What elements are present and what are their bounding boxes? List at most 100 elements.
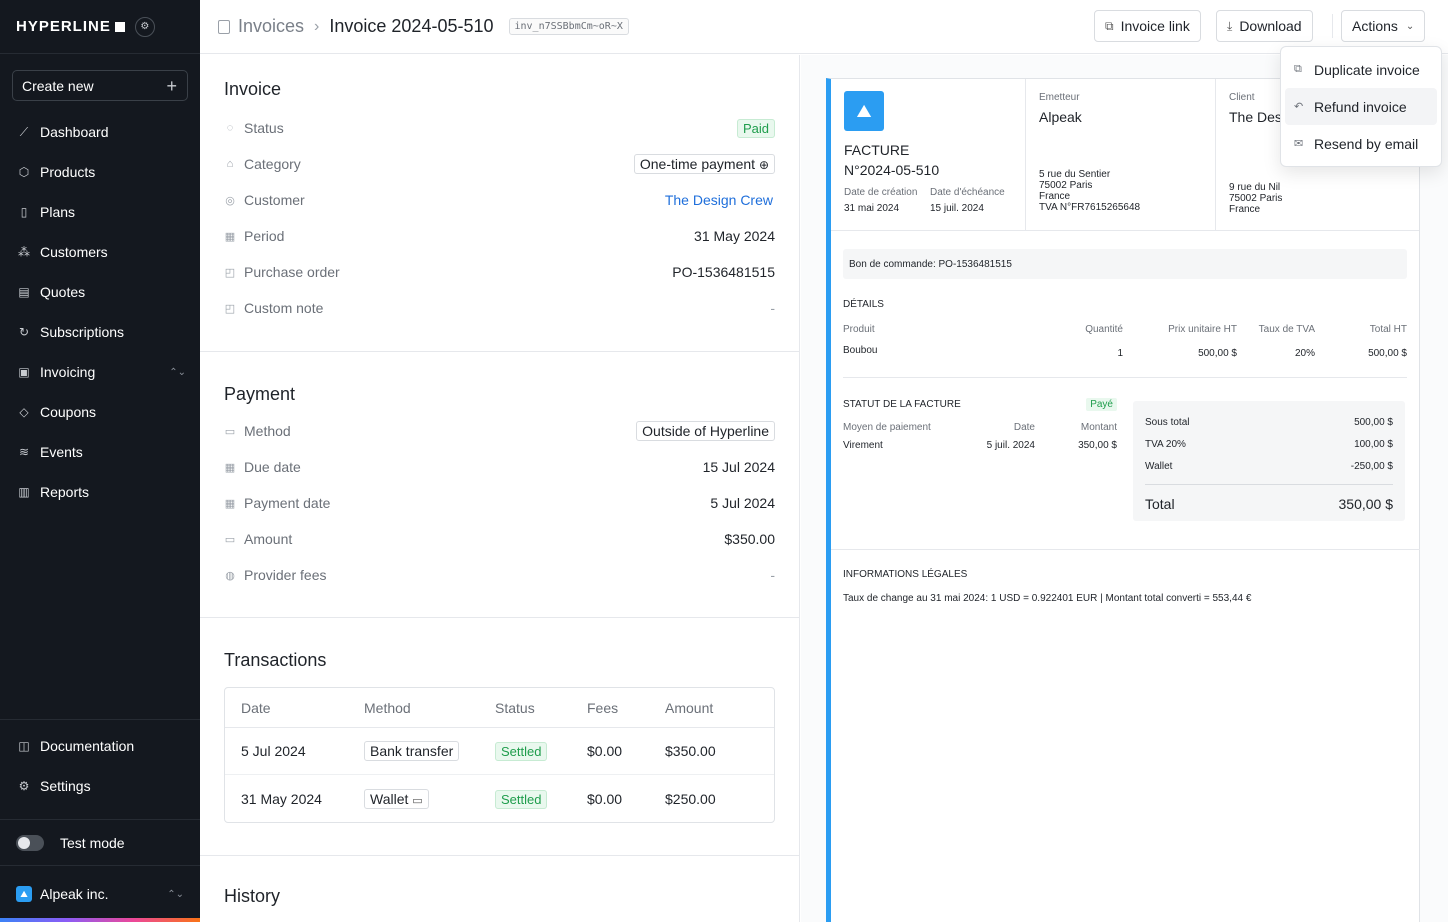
- sidebar-item-coupons[interactable]: ◇ Coupons: [0, 392, 200, 432]
- transaction-method-badge: Wallet ▭: [364, 788, 429, 809]
- invoice-doc-meta: ⛰ FACTURE N°2024-05-510 Date de création…: [831, 79, 1026, 230]
- invoice-preview-pane: ⛰ FACTURE N°2024-05-510 Date de création…: [801, 55, 1448, 922]
- receipt-icon: ▣: [18, 365, 30, 379]
- sidebar-item-subscriptions[interactable]: ↻ Subscriptions: [18, 324, 125, 340]
- legal-text: Taux de change au 31 mai 2024: 1 USD = 0…: [843, 593, 1252, 604]
- header-divider: [1332, 14, 1333, 38]
- refund-invoice-item[interactable]: ↶ Refund invoice: [1285, 88, 1437, 125]
- invoice-details-pane: Invoice ◌ Status Paid ⌂ Category One-time pa…: [200, 55, 800, 922]
- table-row[interactable]: 31 May 2024 Wallet ▭ Settled $0.00 $250.…: [241, 788, 716, 809]
- category-badge[interactable]: One-time payment ⊕: [633, 154, 775, 174]
- payment-section: Payment ▭ Method Outside of Hyperline ▦ Due…: [200, 352, 799, 618]
- folder-icon: ⌂: [226, 158, 234, 170]
- method-row: ▭ Method Outside of Hyperline: [224, 413, 775, 449]
- breadcrumb-invoices[interactable]: Invoices: [238, 16, 305, 36]
- undo-icon: ↶: [1294, 101, 1304, 113]
- status-badge: Settled: [495, 789, 548, 809]
- tag-icon: ◇: [19, 405, 29, 419]
- gear-icon: ⚙: [18, 779, 30, 793]
- details-header: Produit Quantité Prix unitaire HT Taux d…: [843, 324, 1407, 335]
- sidebar-item-quotes[interactable]: ▤ Quotes: [18, 284, 86, 300]
- payment-date-row: ▦ Payment date 5 Jul 2024: [224, 495, 775, 511]
- chart-line-icon: ⟋: [19, 124, 29, 139]
- invoice-section: Invoice ◌ Status Paid ⌂ Category One-time pa…: [200, 55, 799, 352]
- coins-icon: ◍: [225, 569, 235, 582]
- payment-method-badge: Outside of Hyperline: [636, 421, 775, 441]
- chevron-updown-icon: ⌃⌄: [169, 366, 186, 378]
- chevron-down-icon: ⌄: [1405, 20, 1415, 32]
- bar-chart-icon: ▥: [18, 485, 30, 499]
- purchase-order-row: ◰ Purchase order PO-1536481515: [224, 264, 775, 280]
- sidebar-item-settings[interactable]: ⚙ Settings: [18, 778, 91, 794]
- actions-button[interactable]: Actions ⌄: [1341, 10, 1426, 42]
- duplicate-invoice-item[interactable]: ⧉ Duplicate invoice: [1294, 61, 1420, 78]
- transactions-section: Transactions Date Method Status Fees Amo…: [200, 618, 799, 856]
- sidebar-item-events[interactable]: ≋ Events: [18, 444, 83, 460]
- status-badge: Payé: [1086, 398, 1117, 411]
- org-switcher[interactable]: ⛰ Alpeak inc. ⌃⌄: [0, 865, 200, 922]
- page-header: Invoices › Invoice 2024-05-510 inv_n7SSB…: [200, 0, 1448, 54]
- customer-link[interactable]: The Design Crew: [664, 192, 773, 208]
- company-logo-icon: ⛰: [844, 91, 884, 131]
- hyperline-logo[interactable]: HYPERLINE: [16, 18, 125, 35]
- po-box: Bon de commande: PO-1536481515: [843, 249, 1407, 279]
- invoice-document: ⛰ FACTURE N°2024-05-510 Date de création…: [826, 78, 1420, 922]
- resend-by-email-item[interactable]: ✉ Resend by email: [1294, 135, 1419, 152]
- document-icon: ▤: [18, 285, 30, 299]
- page-title: Invoice 2024-05-510: [329, 16, 494, 36]
- customer-row: ◎ Customer The Design Crew: [225, 192, 773, 208]
- box-icon: ⬡: [18, 165, 30, 179]
- period-row: ▦ Period 31 May 2024: [224, 228, 775, 244]
- history-section-title: History: [224, 886, 281, 906]
- table-header: Date Method Status Fees Amount: [225, 688, 774, 728]
- actions-dropdown-menu: ⧉ Duplicate invoice ↶ Refund invoice ✉ Rese…: [1280, 46, 1442, 167]
- note-icon: ◰: [224, 266, 236, 279]
- sidebar-item-reports[interactable]: ▥ Reports: [18, 484, 90, 500]
- test-mode-row: Test mode: [0, 819, 200, 865]
- banknote-icon: ▭: [224, 533, 236, 546]
- amount-row: ▭ Amount $350.00: [224, 531, 775, 547]
- org-logo-icon: ⛰: [16, 886, 32, 902]
- copy-icon: ⧉: [1294, 63, 1302, 75]
- document-icon: [218, 19, 230, 34]
- credit-card-icon: ▭: [224, 425, 236, 438]
- status-icon: ◌: [226, 122, 234, 134]
- transactions-section-title: Transactions: [224, 650, 327, 670]
- category-row: ⌂ Category One-time payment ⊕: [224, 146, 775, 182]
- sidebar-item-customers[interactable]: ⁂ Customers: [18, 244, 108, 260]
- plus-icon: +: [166, 75, 177, 96]
- invoice-doc-issuer: Emetteur Alpeak 5 rue du Sentier 75002 P…: [1026, 79, 1216, 230]
- download-icon: ⤓: [1227, 18, 1233, 33]
- calendar-check-icon: ▦: [224, 497, 236, 510]
- transactions-table: Date Method Status Fees Amount 5 Jul 202…: [224, 687, 775, 823]
- calendar-icon: ▦: [224, 230, 236, 243]
- table-row[interactable]: 5 Jul 2024 Bank transfer Settled $0.00 $…: [225, 728, 774, 775]
- status-badge: Settled: [495, 742, 548, 761]
- invoice-doc-client: Client The Des 9 rue du Nil 75002 Paris …: [1229, 92, 1283, 215]
- sidebar: HYPERLINE ⚙ Create new + ⟋ Dashboard ⬡ Pro…: [0, 0, 200, 922]
- sidebar-item-dashboard[interactable]: ⟋ Dashboard: [0, 112, 200, 152]
- invoice-doc-header: ⛰ FACTURE N°2024-05-510 Date de création…: [831, 79, 1419, 231]
- chevron-updown-icon: ⌃⌄: [167, 888, 184, 900]
- due-date-row: ▦ Due date 15 Jul 2024: [224, 459, 775, 475]
- history-section: History: [200, 856, 799, 907]
- external-link-icon: ⧉: [1105, 18, 1114, 33]
- invoice-link-button[interactable]: ⧉ Invoice link: [1094, 10, 1201, 42]
- chevron-right-icon: ›: [314, 17, 320, 35]
- user-circle-icon: ◎: [225, 194, 235, 207]
- invoice-id-badge[interactable]: inv_n7SSBbmCm~oR~X: [508, 18, 629, 35]
- test-mode-toggle[interactable]: [16, 834, 44, 851]
- book-icon: ▯: [20, 205, 28, 219]
- wallet-icon: ▭: [412, 794, 423, 807]
- invoice-doc-body: Bon de commande: PO-1536481515 DÉTAILS P…: [831, 249, 1419, 451]
- workspace-settings-icon[interactable]: ⚙: [134, 16, 155, 37]
- sidebar-item-products[interactable]: ⬡ Products: [18, 164, 96, 180]
- sidebar-item-plans[interactable]: ▯ Plans: [0, 192, 200, 232]
- book-open-icon: ◫: [18, 739, 30, 753]
- sidebar-item-documentation[interactable]: ◫ Documentation: [18, 738, 135, 754]
- sidebar-nav: ⟋ Dashboard ⬡ Products ▯ Plans ⁂ Customers ▤…: [0, 112, 200, 512]
- download-button[interactable]: ⤓ Download: [1216, 10, 1313, 42]
- create-new-button[interactable]: Create new +: [12, 70, 188, 101]
- sidebar-item-invoicing[interactable]: ▣ Invoicing ⌃⌄: [18, 364, 186, 380]
- users-icon: ⁂: [18, 245, 30, 259]
